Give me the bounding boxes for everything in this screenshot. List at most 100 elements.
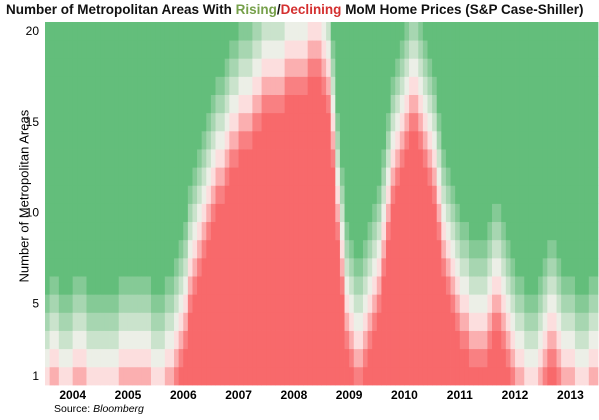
heatmap-cell [524,312,530,331]
heatmap-cell [114,366,120,386]
heatmap-cell [316,203,322,223]
heatmap-cell [215,330,221,350]
heatmap-cell [413,112,419,132]
heatmap-cell [132,276,138,295]
heatmap-cell [372,76,378,95]
heatmap-cell [358,94,364,114]
heatmap-cell [45,112,51,132]
heatmap-cell [436,312,442,331]
heatmap-cell [505,257,511,277]
heatmap-cell [473,185,479,204]
heatmap-cell [280,312,286,331]
heatmap-cell [418,294,424,313]
heatmap-cell [542,257,548,277]
heatmap-cell [187,58,193,77]
heatmap-cell [72,348,78,368]
heatmap-cell [261,294,267,313]
heatmap-cell [155,58,161,77]
heatmap-cell [150,366,156,386]
heatmap-cell [86,167,92,186]
heatmap-cell [146,348,152,368]
heatmap-cell [150,76,156,95]
heatmap-cell [482,366,488,386]
heatmap-cell [339,348,345,368]
heatmap-cell [362,294,368,313]
heatmap-cell [593,22,599,41]
heatmap-cell [473,76,479,95]
heatmap-cell [312,58,318,77]
heatmap-cell [556,330,562,350]
heatmap-cell [114,348,120,368]
heatmap-cell [261,40,267,59]
heatmap-cell [150,185,156,204]
heatmap-cell [390,167,396,186]
heatmap-cell [519,94,525,114]
heatmap-cell [519,294,525,313]
heatmap-cell [247,348,253,368]
heatmap-cell [399,312,405,331]
heatmap-cell [570,312,576,331]
heatmap-cell [473,94,479,114]
heatmap-cell [91,40,97,59]
heatmap-cell [63,185,69,204]
heatmap-cell [496,239,502,259]
heatmap-cell [206,312,212,331]
heatmap-cell [266,167,272,186]
heatmap-cell [547,239,553,259]
heatmap-cell [45,94,51,114]
heatmap-cell [459,22,465,41]
heatmap-cell [528,294,534,313]
heatmap-cell [436,239,442,259]
heatmap-cell [215,167,221,186]
heatmap-cell [109,76,115,95]
heatmap-cell [399,257,405,277]
heatmap-cell [464,167,470,186]
heatmap-cell [335,203,341,223]
heatmap-cell [367,94,373,114]
heatmap-cell [395,257,401,277]
heatmap-cell [192,94,198,114]
heatmap-cell [349,40,355,59]
heatmap-cell [243,239,249,259]
heatmap-cell [81,221,87,241]
heatmap-cell [197,149,203,168]
heatmap-cell [261,58,267,77]
heatmap-cell [224,167,230,186]
heatmap-cell [510,167,516,186]
heatmap-cell [137,40,143,59]
heatmap-cell [344,276,350,295]
heatmap-cell [137,239,143,259]
heatmap-cell [561,312,567,331]
heatmap-cell [349,130,355,150]
heatmap-cell [58,149,64,168]
heatmap-cell [349,348,355,368]
heatmap-cell [330,40,336,59]
heatmap-cell [353,294,359,313]
heatmap-cell [86,40,92,59]
heatmap-cell [551,330,557,350]
heatmap-cell [210,185,216,204]
heatmap-cell [118,348,124,368]
heatmap-cell [404,276,410,295]
heatmap-cell [206,257,212,277]
heatmap-cell [519,203,525,223]
heatmap-cell [395,22,401,41]
heatmap-cell [362,22,368,41]
heatmap-cell [533,40,539,59]
heatmap-cell [54,40,60,59]
heatmap-cell [528,40,534,59]
heatmap-cell [409,294,415,313]
heatmap-cell [215,294,221,313]
heatmap-cell [556,312,562,331]
heatmap-cell [565,167,571,186]
heatmap-cell [210,94,216,114]
heatmap-cell [270,58,276,77]
heatmap-cell [137,58,143,77]
heatmap-cell [316,40,322,59]
heatmap-cell [376,203,382,223]
heatmap-cell [233,330,239,350]
heatmap-cell [515,348,521,368]
heatmap-cell [528,112,534,132]
heatmap-cell [399,239,405,259]
heatmap-cell [390,112,396,132]
